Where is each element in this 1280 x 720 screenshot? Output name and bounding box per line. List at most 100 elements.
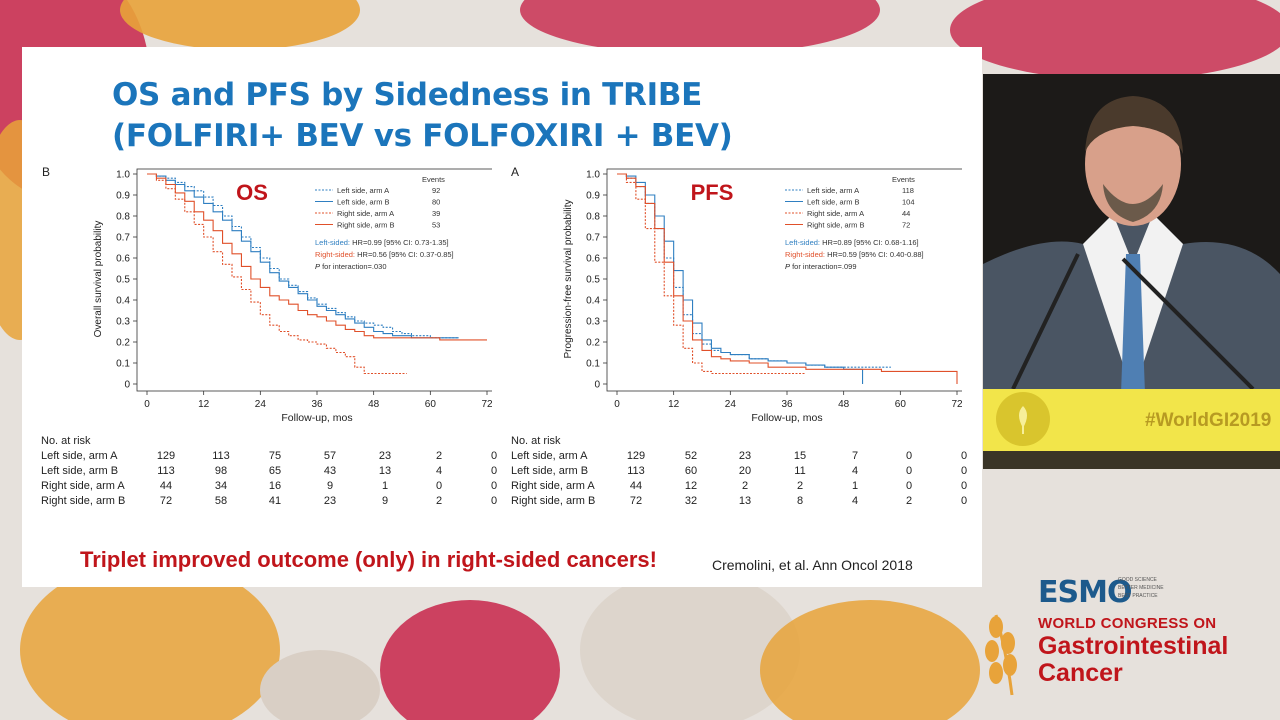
banner-bottom-strip (983, 451, 1280, 469)
risk-row-label: Left side, arm B (41, 465, 119, 477)
series-line (617, 173, 806, 375)
legend-entry: Right side, arm B (807, 221, 865, 230)
y-tick-label: 0.1 (586, 359, 600, 370)
stat-line: P for interaction=.030 (315, 262, 387, 271)
legend-entry: Right side, arm A (337, 209, 394, 218)
risk-table-row: Right side, arm A 44 34 16 9 1 0 0 (41, 480, 497, 495)
y-tick-label: 0.1 (116, 359, 130, 370)
y-tick-label: 0.3 (586, 317, 600, 328)
series-line (147, 173, 487, 341)
citation-text: Cremolini, et al. Ann Oncol 2018 (712, 557, 913, 573)
risk-row-label: Left side, arm A (511, 450, 588, 462)
series-line (617, 173, 958, 384)
risk-cell: 113 (157, 465, 175, 477)
pfs-panel-letter: A (511, 165, 520, 179)
risk-cell: 75 (268, 450, 282, 462)
risk-cell: 129 (156, 450, 176, 462)
x-tick-label: 48 (368, 399, 380, 410)
risk-cell: 1 (381, 480, 389, 492)
stat-line: Right-sided: HR=0.56 [95% CI: 0.37-0.85] (315, 250, 454, 259)
risk-cell: 7 (851, 450, 859, 462)
risk-cell: 1 (851, 480, 859, 492)
slide: OS and PFS by Sidedness in TRIBE (FOLFIR… (22, 47, 982, 587)
series-line (617, 173, 864, 384)
risk-cell: 60 (684, 465, 698, 477)
esmo-tagline-2: BETTER MEDICINE (1118, 585, 1164, 591)
x-tick-label: 12 (668, 399, 680, 410)
risk-cell: 0 (960, 465, 968, 477)
stat-line: Right-sided: HR=0.59 [95% CI: 0.40-0.88] (785, 250, 924, 259)
x-tick-label: 24 (255, 399, 267, 410)
risk-cell: 4 (851, 495, 859, 507)
risk-cell: 23 (378, 450, 392, 462)
legend-events: 53 (432, 221, 440, 230)
risk-row-label: Right side, arm A (41, 480, 125, 492)
legend-events: 80 (432, 198, 440, 207)
y-tick-label: 0.6 (116, 254, 130, 265)
risk-cell: 20 (738, 465, 752, 477)
risk-cell: 8 (796, 495, 804, 507)
y-tick-label: 0.7 (116, 233, 130, 244)
risk-table-row: Right side, arm A 44 12 2 2 1 0 0 (511, 480, 967, 495)
y-tick-label: 0.8 (586, 212, 600, 223)
x-tick-label: 72 (481, 399, 492, 410)
y-tick-label: 1.0 (586, 170, 600, 181)
risk-cell: 0 (490, 465, 498, 477)
risk-cell: 9 (381, 495, 389, 507)
esmo-tagline-3: BEST PRACTICE (1118, 593, 1158, 599)
risk-cell: 2 (435, 450, 443, 462)
risk-cell: 13 (738, 495, 752, 507)
risk-cell: 58 (214, 495, 228, 507)
hashtag-text: #WorldGI2019 (1145, 410, 1272, 431)
risk-table-row: Right side, arm B 72 32 13 8 4 2 0 (511, 495, 967, 510)
risk-cell: 72 (629, 495, 643, 507)
legend-events: 39 (432, 209, 440, 218)
risk-cell: 0 (905, 450, 913, 462)
x-tick-label: 60 (895, 399, 907, 410)
risk-cell: 57 (323, 450, 337, 462)
esmo-logo: ESMO (1038, 575, 1132, 610)
legend-entry: Right side, arm B (337, 221, 395, 230)
risk-cell: 15 (793, 450, 807, 462)
x-tick-label: 0 (614, 399, 620, 410)
risk-cell: 0 (960, 480, 968, 492)
risk-cell: 129 (626, 450, 646, 462)
risk-row-label: Right side, arm B (511, 495, 596, 507)
risk-cell: 16 (268, 480, 282, 492)
y-tick-label: 0.3 (116, 317, 130, 328)
risk-row-label: Left side, arm A (41, 450, 118, 462)
x-axis-label: Follow-up, mos (751, 412, 822, 424)
risk-cell: 2 (905, 495, 913, 507)
risk-cell: 44 (629, 480, 643, 492)
risk-cell: 11 (794, 465, 806, 477)
esmo-tagline: GOOD SCIENCE BETTER MEDICINE BEST PRACTI… (1118, 576, 1164, 600)
y-tick-label: 0.5 (586, 275, 600, 286)
risk-cell: 13 (378, 465, 392, 477)
risk-cell: 9 (326, 480, 334, 492)
legend-entry: Left side, arm A (337, 186, 389, 195)
risk-cell: 52 (684, 450, 698, 462)
risk-cell: 0 (435, 480, 443, 492)
os-risk-table: No. at risk Left side, arm A 129 113 75 57 23 2… (41, 435, 497, 510)
title-line-1: OS and PFS by Sidedness in TRIBE (112, 77, 703, 113)
risk-cell: 65 (268, 465, 282, 477)
legend-entry: Left side, arm B (807, 198, 860, 207)
pfs-risk-table: No. at risk Left side, arm A 129 52 23 15 7 0 0 L… (511, 435, 967, 510)
risk-table-header: No. at risk (41, 435, 91, 447)
y-tick-label: 0.6 (586, 254, 600, 265)
legend-events: 104 (902, 198, 915, 207)
risk-cell: 0 (490, 495, 498, 507)
risk-table-row: Right side, arm B 72 58 41 23 9 2 0 (41, 495, 497, 510)
os-chart: 0 0.1 0.2 0.3 0.4 0.5 0.6 0.7 0.8 0.9 1.0 0 12 24 36 48… (93, 168, 492, 424)
legend-entry: Left side, arm A (807, 186, 859, 195)
y-tick-label: 0.4 (586, 296, 600, 307)
y-tick-label: 0.5 (116, 275, 130, 286)
stat-line: Left-sided: HR=0.99 [95% CI: 0.73-1.35] (315, 238, 449, 247)
x-tick-label: 72 (951, 399, 962, 410)
risk-cell: 72 (159, 495, 173, 507)
y-tick-label: 0.2 (116, 338, 130, 349)
y-tick-label: 0.8 (116, 212, 130, 223)
risk-table-row: Left side, arm B 113 60 20 11 4 0 0 (511, 465, 967, 480)
legend-events: 44 (902, 209, 910, 218)
risk-cell: 23 (738, 450, 752, 462)
